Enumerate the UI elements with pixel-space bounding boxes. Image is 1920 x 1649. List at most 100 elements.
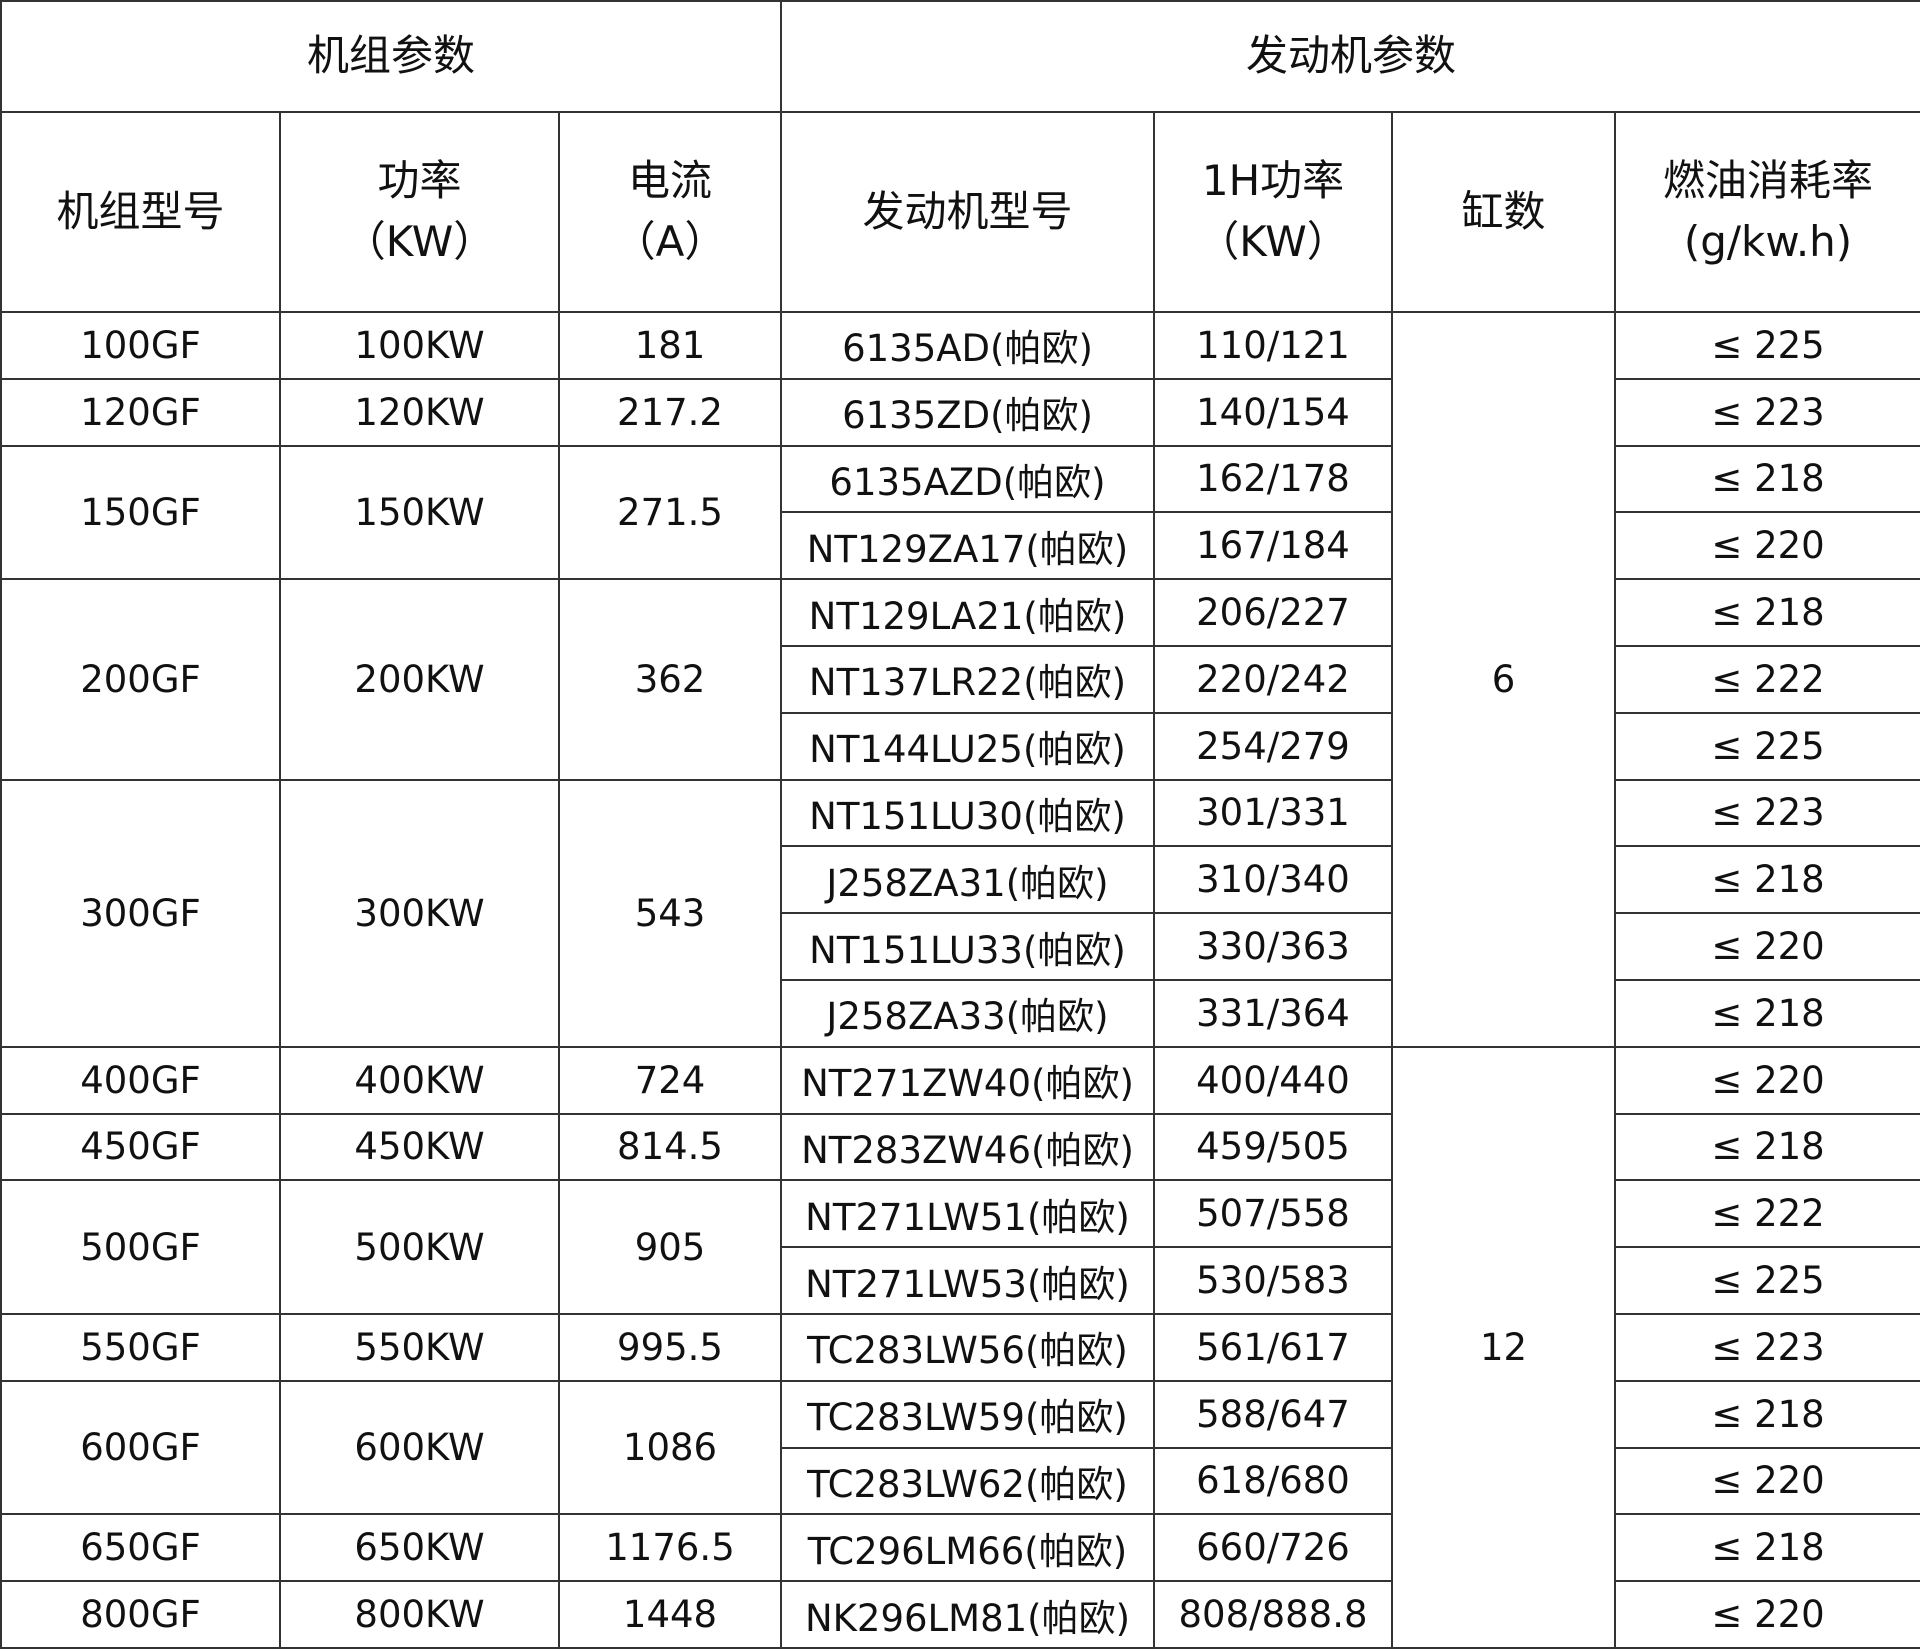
fuel-rate-cell: ≤ 220 <box>1613 1446 1920 1516</box>
power-cell: 650KW <box>279 1513 560 1583</box>
table-row: TC283LW62(帕欧) 618/680 ≤ 220 <box>1 1446 1920 1516</box>
table-row: 450GF 450KW 814.5 NT283ZW46(帕欧) 459/505 ≤ 218 <box>0 1112 1920 1182</box>
fuel-rate-cell: ≤ 218 <box>1613 1112 1920 1182</box>
power-cell: 150KW <box>279 444 560 581</box>
unit-model-cell: 500GF <box>0 1179 281 1315</box>
col-unit-model: 机组型号 <box>0 111 281 313</box>
table-row: 100GF 100KW 181 6135AD(帕欧) 110/121 6 ≤ 225 <box>0 311 1920 1048</box>
fuel-rate-cell: ≤ 218 <box>1613 1379 1920 1449</box>
table-row: NT271LW53(帕欧) 530/583 ≤ 225 <box>1 1246 1920 1315</box>
unit-model-cell: 150GF <box>0 444 281 581</box>
power-cell: 120KW <box>279 377 560 447</box>
current-cell: 814.5 <box>558 1112 782 1182</box>
fuel-rate-cell: ≤ 218 <box>1613 845 1920 915</box>
group-header-row: 机组参数 发动机参数 <box>0 0 1920 113</box>
power-cell: 450KW <box>279 1112 560 1182</box>
fuel-rate-cell: ≤ 222 <box>1613 1179 1920 1249</box>
engine-model-cell: NT271LW51(帕欧) <box>780 1179 1155 1249</box>
unit-model-cell: 550GF <box>0 1312 281 1382</box>
current-cell: 217.2 <box>558 377 782 447</box>
engine-model-cell: 6135ZD(帕欧) <box>780 377 1155 447</box>
fuel-rate-cell: ≤ 225 <box>1613 1246 1920 1315</box>
unit-model-cell: 300GF <box>0 778 281 1048</box>
fuel-rate-cell: ≤ 225 <box>1613 711 1920 781</box>
current-cell: 1176.5 <box>558 1513 782 1583</box>
power-cell: 100KW <box>279 311 560 380</box>
fuel-rate-cell: ≤ 223 <box>1613 1312 1920 1382</box>
power-1h-cell: 588/647 <box>1153 1379 1393 1449</box>
col-power-1h: 1H功率 （KW） <box>1153 111 1393 313</box>
unit-model-cell: 100GF <box>0 311 281 380</box>
power-cell: 550KW <box>279 1312 560 1382</box>
engine-model-cell: NT129ZA17(帕欧) <box>780 511 1155 581</box>
table-row: NT129ZA17(帕欧) 167/184 ≤ 220 <box>1 511 1920 581</box>
col-cylinders: 缸数 <box>1391 111 1616 313</box>
power-cell: 300KW <box>279 778 560 1048</box>
table-row: 800GF 800KW 1448 NK296LM81(帕欧) 808/888.8 ≤ 22… <box>0 1580 1920 1649</box>
table-row: 550GF 550KW 995.5 TC283LW56(帕欧) 561/617 ≤ 223 <box>0 1312 1920 1382</box>
current-cell: 1086 <box>558 1379 782 1516</box>
power-cell: 200KW <box>279 578 560 781</box>
fuel-rate-cell: ≤ 218 <box>1613 444 1920 514</box>
power-1h-cell: 561/617 <box>1153 1312 1393 1382</box>
fuel-rate-cell: ≤ 218 <box>1613 1513 1920 1583</box>
fuel-rate-cell: ≤ 223 <box>1613 377 1920 447</box>
unit-model-cell: 600GF <box>0 1379 281 1516</box>
engine-model-cell: TC296LM66(帕欧) <box>780 1513 1155 1583</box>
table-row: J258ZA31(帕欧) 310/340 ≤ 218 <box>1 845 1920 915</box>
table-row: 120GF 120KW 217.2 6135ZD(帕欧) 140/154 ≤ 223 <box>0 377 1920 447</box>
unit-model-cell: 800GF <box>0 1580 281 1649</box>
fuel-rate-cell: ≤ 223 <box>1613 778 1920 848</box>
unit-model-cell: 120GF <box>0 377 281 447</box>
engine-model-cell: J258ZA31(帕欧) <box>780 845 1155 915</box>
fuel-rate-cell: ≤ 222 <box>1613 644 1920 714</box>
current-cell: 181 <box>558 311 782 380</box>
engine-model-cell: NT271ZW40(帕欧) <box>780 1045 1155 1115</box>
power-1h-cell: 618/680 <box>1153 1446 1393 1516</box>
engine-model-cell: TC283LW62(帕欧) <box>780 1446 1155 1516</box>
power-1h-cell: 206/227 <box>1153 578 1393 647</box>
power-cell: 400KW <box>279 1045 560 1115</box>
cylinders-cell: 6 <box>1391 311 1616 1048</box>
column-header-row: 机组型号 功率 （KW） 电流 （A） 发动机型号 1H功率 （KW） 缸数 燃… <box>0 111 1920 313</box>
table-row: 300GF 300KW 543 NT151LU30(帕欧) 301/331 ≤ 223 <box>0 778 1920 1048</box>
power-1h-cell: 110/121 <box>1153 311 1393 380</box>
unit-model-cell: 650GF <box>0 1513 281 1583</box>
power-1h-cell: 310/340 <box>1153 845 1393 915</box>
unit-model-cell: 450GF <box>0 1112 281 1182</box>
col-fuel-rate: 燃油消耗率 (g/kw.h) <box>1613 111 1920 313</box>
fuel-rate-cell: ≤ 218 <box>1613 578 1920 647</box>
power-1h-cell: 660/726 <box>1153 1513 1393 1583</box>
power-1h-cell: 220/242 <box>1153 644 1393 714</box>
current-cell: 362 <box>558 578 782 781</box>
current-cell: 905 <box>558 1179 782 1315</box>
table-row: 150GF 150KW 271.5 6135AZD(帕欧) 162/178 ≤ 218 <box>0 444 1920 581</box>
fuel-rate-cell: ≤ 220 <box>1613 912 1920 981</box>
power-1h-cell: 301/331 <box>1153 778 1393 848</box>
unit-params-header: 机组参数 <box>0 0 782 113</box>
power-1h-cell: 167/184 <box>1153 511 1393 581</box>
table-row: 200GF 200KW 362 NT129LA21(帕欧) 206/227 ≤ 218 <box>0 578 1920 781</box>
power-1h-cell: 507/558 <box>1153 1179 1393 1249</box>
current-cell: 995.5 <box>558 1312 782 1382</box>
table-row: J258ZA33(帕欧) 331/364 ≤ 218 <box>1 978 1920 1048</box>
engine-model-cell: 6135AD(帕欧) <box>780 311 1155 380</box>
engine-model-cell: NT144LU25(帕欧) <box>780 711 1155 781</box>
power-cell: 500KW <box>279 1179 560 1315</box>
power-1h-cell: 254/279 <box>1153 711 1393 781</box>
fuel-rate-cell: ≤ 220 <box>1613 511 1920 581</box>
current-cell: 271.5 <box>558 444 782 581</box>
unit-model-cell: 400GF <box>0 1045 281 1115</box>
engine-model-cell: TC283LW59(帕欧) <box>780 1379 1155 1449</box>
power-1h-cell: 808/888.8 <box>1153 1580 1393 1649</box>
power-1h-cell: 162/178 <box>1153 444 1393 514</box>
unit-model-cell: 200GF <box>0 578 281 781</box>
power-1h-cell: 400/440 <box>1153 1045 1393 1115</box>
engine-model-cell: 6135AZD(帕欧) <box>780 444 1155 514</box>
power-1h-cell: 330/363 <box>1153 912 1393 981</box>
table-row: NT137LR22(帕欧) 220/242 ≤ 222 <box>1 644 1920 714</box>
current-cell: 1448 <box>558 1580 782 1649</box>
fuel-rate-cell: ≤ 225 <box>1613 311 1920 380</box>
table-body: 100GF 100KW 181 6135AD(帕欧) 110/121 6 ≤ 225 120G… <box>0 311 1920 1649</box>
engine-model-cell: TC283LW56(帕欧) <box>780 1312 1155 1382</box>
